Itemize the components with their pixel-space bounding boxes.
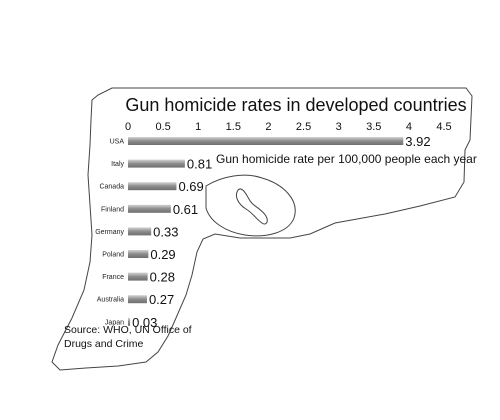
value-label: 0.27 (149, 292, 174, 307)
value-label: 0.61 (173, 202, 198, 217)
gun-outline-icon (51, 87, 473, 371)
value-label: 3.92 (405, 134, 430, 149)
x-tick-label: 1.5 (226, 121, 241, 133)
chart-annotation: Gun homicide rate per 100,000 people eac… (216, 152, 477, 166)
bar-japan (128, 317, 131, 326)
x-tick-label: 2.5 (296, 121, 311, 133)
category-label: Australia (97, 297, 124, 304)
chart-title: Gun homicide rates in developed countrie… (125, 95, 466, 115)
value-label: 0.03 (132, 315, 157, 330)
x-tick-label: 0.5 (155, 121, 170, 133)
value-label: 0.81 (187, 157, 212, 172)
source-line-1: Source: WHO, UN Office of (64, 324, 192, 336)
bar-usa (128, 137, 404, 145)
bars (128, 137, 404, 326)
bar-france (128, 272, 148, 281)
value-label: 0.29 (150, 247, 175, 262)
x-tick-label: 1 (195, 121, 201, 133)
value-label: 0.33 (153, 224, 178, 239)
value-labels: 3.92 0.81 0.69 0.61 0.33 0.29 0.28 0.27 0.03 (132, 134, 430, 330)
category-label: Poland (102, 252, 124, 259)
bar-australia (128, 295, 147, 304)
source-line-2: Drugs and Crime (64, 338, 144, 350)
value-label: 0.69 (178, 179, 203, 194)
x-tick-label: 3.5 (366, 121, 381, 133)
category-label: Germany (95, 229, 124, 236)
x-tick-label: 3 (336, 121, 342, 133)
x-axis: 0 0.5 1 1.5 2 2.5 3 3.5 4 4.5 (125, 121, 452, 133)
category-label: Canada (99, 184, 124, 191)
category-label: Japan (105, 319, 124, 326)
x-tick-label: 0 (125, 121, 131, 133)
value-label: 0.28 (150, 270, 175, 285)
x-tick-label: 2 (265, 121, 271, 133)
category-label: Finland (101, 206, 124, 213)
bar-canada (128, 182, 177, 191)
category-labels: USA Italy Canada Finland Germany Poland France… (95, 139, 124, 327)
category-label: Italy (111, 161, 124, 168)
category-label: France (102, 274, 124, 281)
bar-poland (128, 250, 149, 258)
x-tick-label: 4.5 (436, 121, 451, 133)
x-tick-label: 4 (406, 121, 412, 133)
category-label: USA (110, 139, 125, 146)
bar-finland (128, 204, 171, 213)
bar-germany (128, 227, 152, 236)
bar-italy (128, 159, 185, 168)
